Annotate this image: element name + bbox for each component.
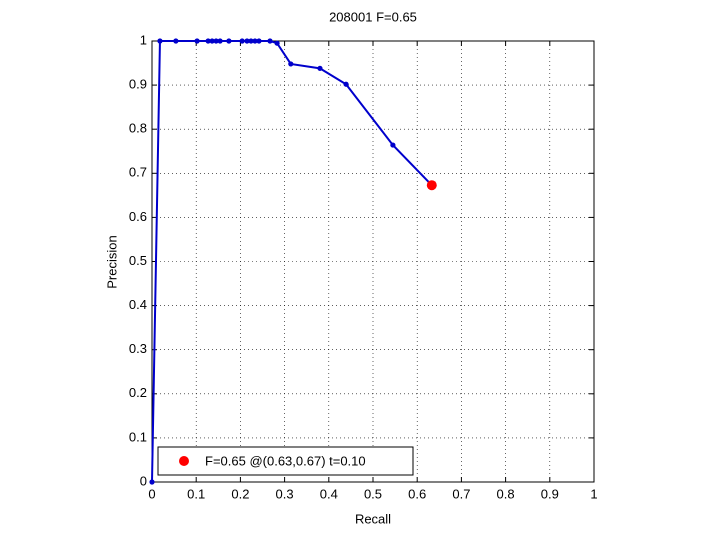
data-point [213,38,219,44]
data-point [256,38,262,44]
data-point [426,180,437,191]
x-tick-label: 0.5 [364,486,382,501]
data-point [239,38,245,44]
x-axis-label: Recall [355,511,391,526]
data-point [267,38,273,44]
x-tick-label: 0.6 [408,486,426,501]
data-point [149,479,155,485]
data-point [244,38,250,44]
data-point [252,38,258,44]
x-tick-label: 0.1 [187,486,205,501]
y-tick-label: 0.8 [129,121,147,136]
plot-frame [151,40,595,483]
y-tick-label: 0.7 [129,165,147,180]
x-tick-label: 0.2 [231,486,249,501]
y-tick-label: 0.6 [129,209,147,224]
y-axis-label: Precision [104,235,119,288]
y-tick-label: 0.2 [129,385,147,400]
data-point [173,38,179,44]
legend-marker [179,456,189,466]
y-tick-label: 0.4 [129,297,147,312]
y-tick-label: 0.3 [129,341,147,356]
x-tick-label: 0.9 [541,486,559,501]
data-point [317,65,323,71]
data-point [205,38,211,44]
y-tick-label: 0.1 [129,429,147,444]
y-tick-label: 0 [140,473,147,488]
y-tick-label: 0.9 [129,77,147,92]
data-point [288,61,294,67]
data-point [343,81,349,87]
data-point [248,38,254,44]
data-point [194,38,200,44]
x-tick-label: 0.3 [276,486,294,501]
legend-label: F=0.65 @(0.63,0.67) t=0.10 [205,453,366,468]
y-tick-label: 1 [140,32,147,47]
x-tick-label: 0.7 [452,486,470,501]
data-point [209,38,215,44]
x-tick-label: 0 [148,486,155,501]
x-tick-label: 1 [590,486,597,501]
legend-box [157,446,414,476]
chart-title: 208001 F=0.65 [329,9,417,24]
y-tick-label: 0.5 [129,253,147,268]
data-point [226,38,232,44]
x-tick-label: 0.8 [497,486,515,501]
data-point [217,38,223,44]
x-tick-label: 0.4 [320,486,338,501]
data-point [390,142,396,148]
data-point [157,38,163,44]
data-point [274,40,280,46]
